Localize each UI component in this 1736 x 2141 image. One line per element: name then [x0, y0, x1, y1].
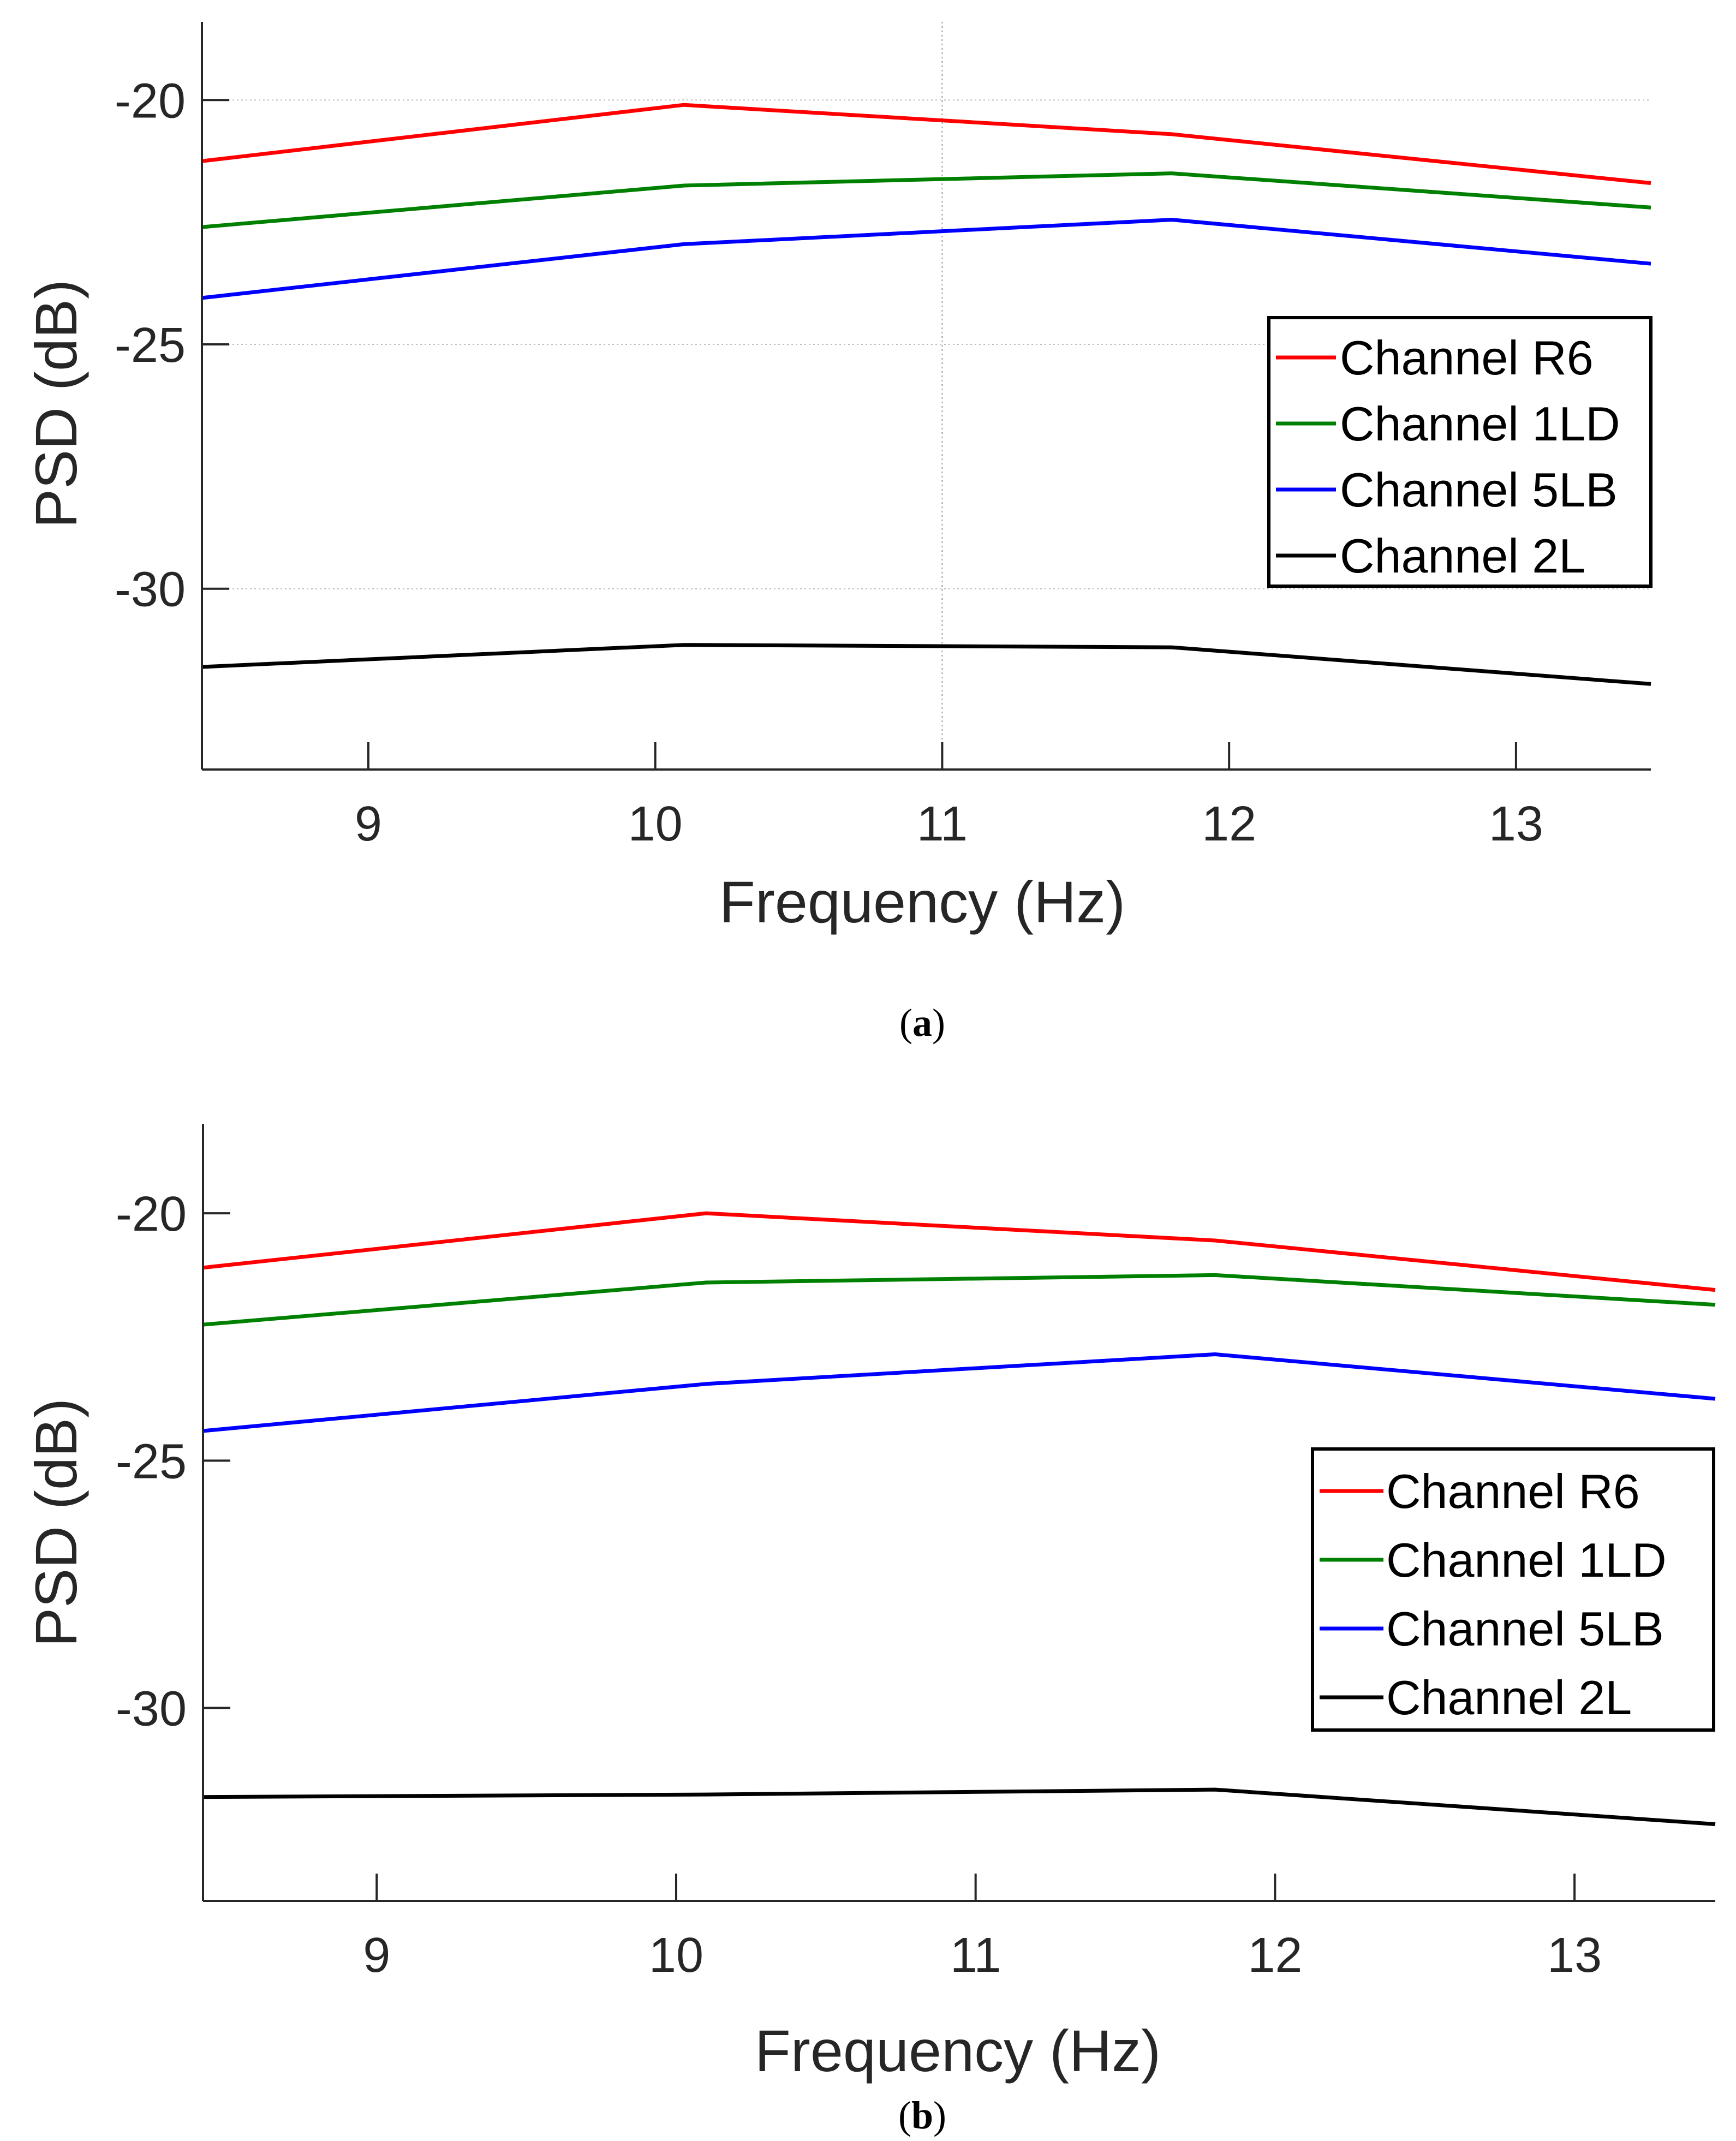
- legend-label-b-0: Channel R6: [1386, 1464, 1640, 1518]
- x-tick-label-a: 10: [628, 797, 683, 851]
- caption-b-close: ): [933, 2094, 946, 2137]
- legend-box-a: [1267, 316, 1653, 588]
- x-axis-label-b: Frequency (Hz): [755, 2018, 1161, 2084]
- legend-label-a-1: Channel 1LD: [1340, 397, 1620, 451]
- series-line-b-0: [202, 1211, 1716, 1292]
- y-tick-label-b: -25: [116, 1434, 187, 1489]
- x-tick-label-b: 9: [363, 1928, 390, 1983]
- series-line-b-3: [202, 1787, 1716, 1826]
- axes-a: [201, 22, 1651, 771]
- x-ticks-a: 9 10 11 12 13: [355, 742, 1543, 851]
- legend-label-b-3: Channel 2L: [1386, 1671, 1632, 1725]
- y-tick-label-a: -30: [115, 563, 186, 617]
- legend-label-a-0: Channel R6: [1340, 331, 1594, 385]
- gridlines-a: [202, 22, 1651, 770]
- legend-label-b-1: Channel 1LD: [1386, 1533, 1667, 1587]
- series-line-a-3: [201, 643, 1651, 686]
- x-tick-label-a: 11: [917, 797, 968, 851]
- x-tick-label-b: 13: [1547, 1928, 1602, 1983]
- series-line-b-1: [202, 1273, 1716, 1327]
- caption-b-letter: b: [911, 2094, 933, 2137]
- x-tick-label-a: 13: [1489, 797, 1543, 851]
- legend-box-b: [1311, 1447, 1715, 1732]
- caption-b: (b): [898, 2094, 946, 2137]
- legend-label-a-3: Channel 2L: [1340, 529, 1585, 583]
- y-tick-label-a: -25: [115, 318, 186, 373]
- y-axis-label-b: PSD (dB): [23, 1398, 89, 1647]
- caption-a-letter: a: [912, 1001, 932, 1045]
- series-line-a-0: [201, 103, 1651, 185]
- legend-a: Channel R6 Channel 1LD Channel 5LB Channel …: [1267, 316, 1653, 588]
- x-axis-label-a: Frequency (Hz): [719, 869, 1125, 935]
- y-axis-label-a: PSD (dB): [23, 279, 89, 528]
- y-tick-label-b: -20: [116, 1187, 187, 1242]
- legend-b: Channel R6 Channel 1LD Channel 5LB Channel …: [1311, 1447, 1715, 1732]
- legend-entries-a: Channel R6 Channel 1LD Channel 5LB Channel …: [1276, 331, 1620, 583]
- series-lines-a: [201, 103, 1651, 686]
- caption-a-open: (: [899, 1001, 912, 1045]
- series-line-a-1: [201, 171, 1651, 229]
- x-tick-label-b: 12: [1248, 1928, 1302, 1983]
- axes-b: [202, 1124, 1715, 1902]
- caption-b-open: (: [898, 2094, 911, 2137]
- caption-a-close: ): [932, 1001, 945, 1045]
- x-tick-label-a: 12: [1202, 797, 1256, 851]
- legend-label-b-2: Channel 5LB: [1386, 1602, 1664, 1656]
- y-ticks-b: -20 -25 -30: [116, 1187, 230, 1737]
- legend-label-a-2: Channel 5LB: [1340, 463, 1618, 517]
- x-tick-label-b: 10: [649, 1928, 703, 1983]
- series-line-b-2: [202, 1352, 1716, 1433]
- series-lines-b: [202, 1211, 1716, 1826]
- legend-entries-b: Channel R6 Channel 1LD Channel 5LB Channel …: [1320, 1464, 1667, 1725]
- chart-panel-a: 9 10 11 12 13 -20 -25 -30 Frequency (Hz) PSD (…: [23, 22, 1653, 1045]
- series-line-a-2: [201, 218, 1651, 300]
- x-tick-label-a: 9: [355, 797, 382, 851]
- y-ticks-a: -20 -25 -30: [115, 74, 229, 617]
- y-tick-label-a: -20: [115, 74, 186, 128]
- chart-panel-b: 9 10 11 12 13 -20 -25 -30 Frequency (Hz) PSD (…: [23, 1124, 1716, 2137]
- x-tick-label-b: 11: [950, 1928, 1001, 1983]
- x-ticks-b: 9 10 11 12 13: [363, 1874, 1602, 1983]
- caption-a: (a): [899, 1001, 945, 1045]
- y-tick-label-b: -30: [116, 1682, 187, 1737]
